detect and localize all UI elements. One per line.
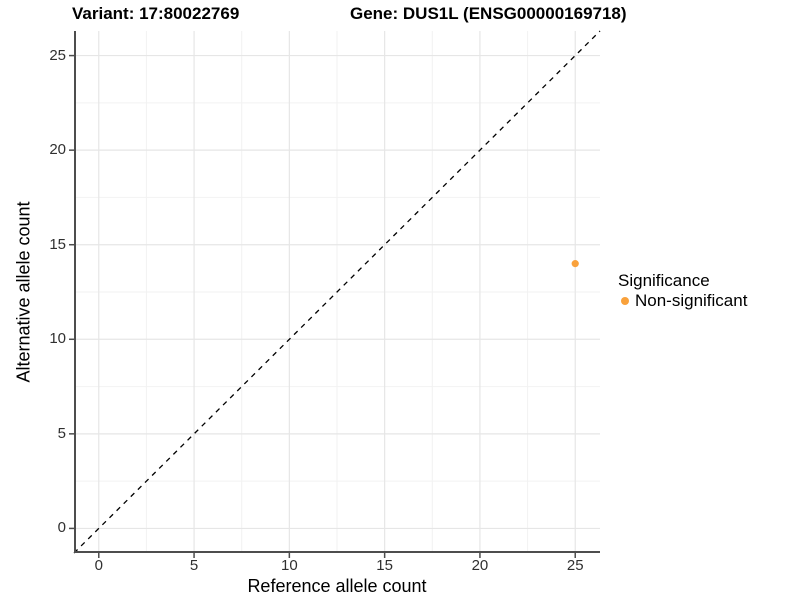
legend: Significance Non-significant	[618, 271, 747, 311]
x-tick-label: 25	[566, 557, 584, 574]
y-tick-label: 25	[49, 46, 66, 64]
plot-panel	[69, 30, 601, 558]
legend-title: Significance	[618, 271, 710, 290]
legend-entry: Non-significant	[618, 291, 747, 311]
plot-canvas	[69, 30, 601, 558]
y-tick-label: 10	[49, 330, 66, 348]
y-tick-label: 5	[57, 424, 66, 442]
x-tick-label: 5	[189, 557, 199, 574]
plot-title-gene: Gene: DUS1L (ENSG00000169718)	[350, 4, 627, 23]
x-tick-label: 15	[376, 557, 393, 574]
y-axis-title: Alternative allele count	[13, 201, 34, 383]
plot-title-variant: Variant: 17:80022769	[72, 4, 240, 23]
legend-key-dot-icon	[621, 297, 629, 305]
data-point	[571, 260, 579, 268]
legend-entry-label: Non-significant	[635, 291, 748, 310]
y-tick-label: 0	[57, 519, 66, 537]
x-tick-label: 10	[281, 557, 298, 574]
y-tick-label: 20	[49, 141, 66, 159]
legend-entries: Non-significant	[618, 291, 747, 311]
x-tick-label: 0	[94, 557, 103, 574]
y-tick-label: 15	[49, 235, 66, 253]
x-axis-title: Reference allele count	[247, 576, 427, 596]
x-tick-label: 20	[471, 557, 489, 574]
identity-dashed-line	[73, 30, 601, 554]
